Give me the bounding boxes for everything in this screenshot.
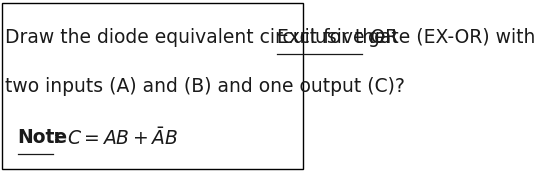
Text: $\mathit{C} = \mathit{AB} + \bar{\mathit{A}}\mathit{B}$: $\mathit{C} = \mathit{AB} + \bar{\mathit…: [67, 127, 179, 148]
Text: two inputs (A) and (B) and one output (C)?: two inputs (A) and (B) and one output (C…: [6, 77, 405, 95]
Text: Draw the diode equivalent circuit for the: Draw the diode equivalent circuit for th…: [6, 28, 392, 47]
Text: Exclusive OR: Exclusive OR: [277, 28, 398, 47]
Text: gate (EX-OR) with: gate (EX-OR) with: [362, 28, 536, 47]
Text: :: :: [53, 128, 73, 147]
Text: Note: Note: [18, 128, 68, 147]
